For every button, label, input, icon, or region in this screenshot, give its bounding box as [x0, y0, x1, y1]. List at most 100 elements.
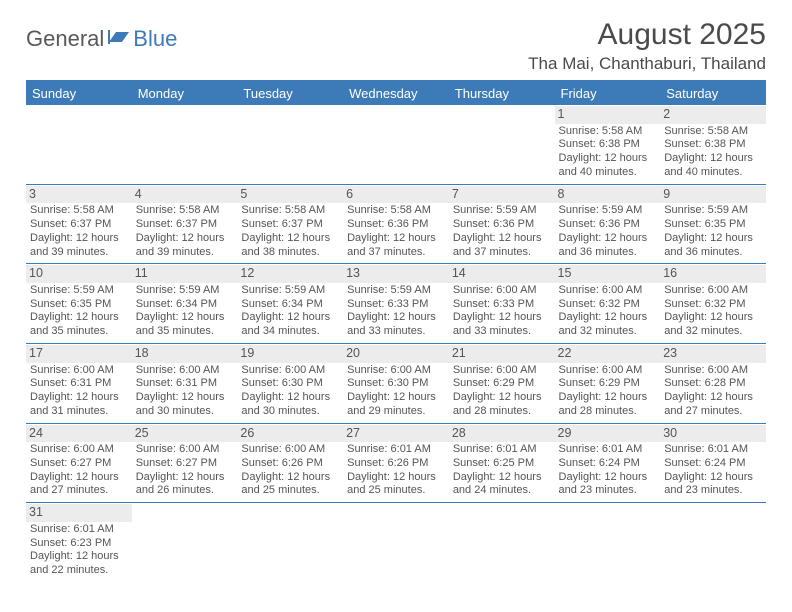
- day-number: 7: [449, 186, 555, 204]
- calendar-row: 24Sunrise: 6:00 AMSunset: 6:27 PMDayligh…: [26, 423, 766, 503]
- daylight-line: Daylight: 12 hours and 37 minutes.: [347, 232, 445, 260]
- calendar-cell: 29Sunrise: 6:01 AMSunset: 6:24 PMDayligh…: [555, 423, 661, 503]
- sunset-line: Sunset: 6:37 PM: [136, 218, 234, 232]
- logo-text-blue: Blue: [133, 26, 177, 52]
- day-number: 3: [26, 186, 132, 204]
- logo: General Blue: [26, 26, 177, 52]
- calendar-cell-empty: [237, 503, 343, 582]
- sunset-line: Sunset: 6:27 PM: [30, 457, 128, 471]
- daylight-line: Daylight: 12 hours and 32 minutes.: [664, 311, 762, 339]
- calendar-cell: 26Sunrise: 6:00 AMSunset: 6:26 PMDayligh…: [237, 423, 343, 503]
- weekday-header: Monday: [132, 81, 238, 105]
- day-number: 18: [132, 345, 238, 363]
- calendar-row: 10Sunrise: 5:59 AMSunset: 6:35 PMDayligh…: [26, 264, 766, 344]
- calendar-cell-empty: [132, 105, 238, 184]
- day-number: 5: [237, 186, 343, 204]
- day-number: 10: [26, 265, 132, 283]
- sunrise-line: Sunrise: 6:00 AM: [559, 364, 657, 378]
- day-number: 14: [449, 265, 555, 283]
- daylight-line: Daylight: 12 hours and 34 minutes.: [241, 311, 339, 339]
- sunrise-line: Sunrise: 6:00 AM: [136, 443, 234, 457]
- daylight-line: Daylight: 12 hours and 26 minutes.: [136, 471, 234, 499]
- sunrise-line: Sunrise: 6:00 AM: [347, 364, 445, 378]
- sunrise-line: Sunrise: 5:59 AM: [241, 284, 339, 298]
- calendar-body: 1Sunrise: 5:58 AMSunset: 6:38 PMDaylight…: [26, 105, 766, 582]
- daylight-line: Daylight: 12 hours and 30 minutes.: [136, 391, 234, 419]
- daylight-line: Daylight: 12 hours and 27 minutes.: [30, 471, 128, 499]
- day-number: 19: [237, 345, 343, 363]
- sunset-line: Sunset: 6:29 PM: [453, 377, 551, 391]
- sunrise-line: Sunrise: 5:59 AM: [30, 284, 128, 298]
- day-number: 16: [660, 265, 766, 283]
- sunrise-line: Sunrise: 6:00 AM: [30, 364, 128, 378]
- daylight-line: Daylight: 12 hours and 39 minutes.: [30, 232, 128, 260]
- weekday-header: Friday: [555, 81, 661, 105]
- sunrise-line: Sunrise: 6:00 AM: [241, 364, 339, 378]
- calendar-cell: 5Sunrise: 5:58 AMSunset: 6:37 PMDaylight…: [237, 184, 343, 264]
- day-number: 26: [237, 425, 343, 443]
- sunrise-line: Sunrise: 6:00 AM: [453, 364, 551, 378]
- day-number: 12: [237, 265, 343, 283]
- calendar-row: 17Sunrise: 6:00 AMSunset: 6:31 PMDayligh…: [26, 343, 766, 423]
- calendar-cell: 9Sunrise: 5:59 AMSunset: 6:35 PMDaylight…: [660, 184, 766, 264]
- calendar-cell: 27Sunrise: 6:01 AMSunset: 6:26 PMDayligh…: [343, 423, 449, 503]
- day-number: 9: [660, 186, 766, 204]
- calendar-cell: 18Sunrise: 6:00 AMSunset: 6:31 PMDayligh…: [132, 343, 238, 423]
- calendar-cell-empty: [449, 105, 555, 184]
- sunrise-line: Sunrise: 6:01 AM: [347, 443, 445, 457]
- calendar-cell: 15Sunrise: 6:00 AMSunset: 6:32 PMDayligh…: [555, 264, 661, 344]
- sunrise-line: Sunrise: 5:58 AM: [241, 204, 339, 218]
- sunrise-line: Sunrise: 6:00 AM: [559, 284, 657, 298]
- calendar-cell-empty: [343, 105, 449, 184]
- daylight-line: Daylight: 12 hours and 30 minutes.: [241, 391, 339, 419]
- calendar-cell: 22Sunrise: 6:00 AMSunset: 6:29 PMDayligh…: [555, 343, 661, 423]
- sunrise-line: Sunrise: 5:59 AM: [559, 204, 657, 218]
- sunset-line: Sunset: 6:24 PM: [664, 457, 762, 471]
- daylight-line: Daylight: 12 hours and 40 minutes.: [559, 152, 657, 180]
- day-number: 20: [343, 345, 449, 363]
- daylight-line: Daylight: 12 hours and 36 minutes.: [559, 232, 657, 260]
- calendar-cell: 23Sunrise: 6:00 AMSunset: 6:28 PMDayligh…: [660, 343, 766, 423]
- day-number: 28: [449, 425, 555, 443]
- weekday-header: Saturday: [660, 81, 766, 105]
- sunset-line: Sunset: 6:26 PM: [347, 457, 445, 471]
- sunset-line: Sunset: 6:30 PM: [347, 377, 445, 391]
- sunset-line: Sunset: 6:33 PM: [347, 298, 445, 312]
- sunset-line: Sunset: 6:24 PM: [559, 457, 657, 471]
- flag-icon: [108, 28, 130, 51]
- calendar-cell: 3Sunrise: 5:58 AMSunset: 6:37 PMDaylight…: [26, 184, 132, 264]
- sunset-line: Sunset: 6:38 PM: [664, 138, 762, 152]
- day-number: 1: [555, 106, 661, 124]
- day-number: 23: [660, 345, 766, 363]
- sunset-line: Sunset: 6:35 PM: [664, 218, 762, 232]
- weekday-header: Thursday: [449, 81, 555, 105]
- sunset-line: Sunset: 6:36 PM: [559, 218, 657, 232]
- sunrise-line: Sunrise: 6:00 AM: [241, 443, 339, 457]
- calendar-cell: 12Sunrise: 5:59 AMSunset: 6:34 PMDayligh…: [237, 264, 343, 344]
- daylight-line: Daylight: 12 hours and 35 minutes.: [30, 311, 128, 339]
- day-number: 24: [26, 425, 132, 443]
- day-number: 2: [660, 106, 766, 124]
- daylight-line: Daylight: 12 hours and 29 minutes.: [347, 391, 445, 419]
- daylight-line: Daylight: 12 hours and 39 minutes.: [136, 232, 234, 260]
- calendar-cell: 4Sunrise: 5:58 AMSunset: 6:37 PMDaylight…: [132, 184, 238, 264]
- daylight-line: Daylight: 12 hours and 25 minutes.: [241, 471, 339, 499]
- daylight-line: Daylight: 12 hours and 27 minutes.: [664, 391, 762, 419]
- calendar-cell: 2Sunrise: 5:58 AMSunset: 6:38 PMDaylight…: [660, 105, 766, 184]
- sunrise-line: Sunrise: 5:59 AM: [664, 204, 762, 218]
- sunrise-line: Sunrise: 5:58 AM: [136, 204, 234, 218]
- daylight-line: Daylight: 12 hours and 23 minutes.: [559, 471, 657, 499]
- day-number: 25: [132, 425, 238, 443]
- sunrise-line: Sunrise: 5:58 AM: [559, 125, 657, 139]
- daylight-line: Daylight: 12 hours and 33 minutes.: [347, 311, 445, 339]
- sunrise-line: Sunrise: 5:58 AM: [347, 204, 445, 218]
- calendar-row: 3Sunrise: 5:58 AMSunset: 6:37 PMDaylight…: [26, 184, 766, 264]
- daylight-line: Daylight: 12 hours and 22 minutes.: [30, 550, 128, 578]
- sunset-line: Sunset: 6:30 PM: [241, 377, 339, 391]
- daylight-line: Daylight: 12 hours and 36 minutes.: [664, 232, 762, 260]
- daylight-line: Daylight: 12 hours and 23 minutes.: [664, 471, 762, 499]
- sunrise-line: Sunrise: 6:00 AM: [30, 443, 128, 457]
- calendar-cell-empty: [132, 503, 238, 582]
- calendar-cell: 6Sunrise: 5:58 AMSunset: 6:36 PMDaylight…: [343, 184, 449, 264]
- daylight-line: Daylight: 12 hours and 24 minutes.: [453, 471, 551, 499]
